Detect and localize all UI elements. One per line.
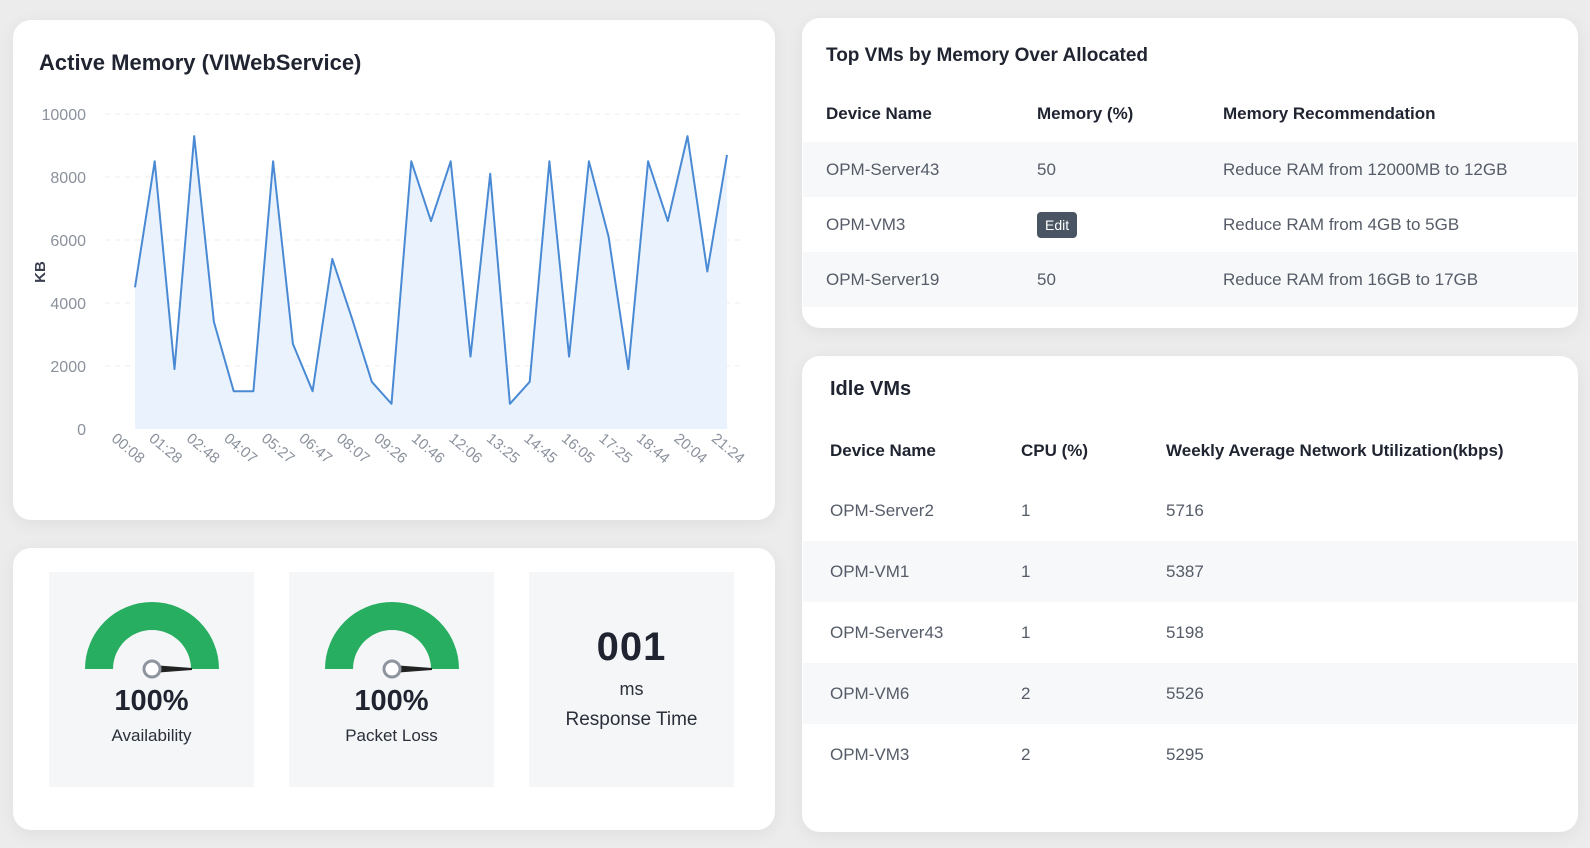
packet-loss-gauge — [325, 602, 459, 679]
idle-vms-card: Idle VMs Device Name CPU (%) Weekly Aver… — [802, 356, 1578, 832]
top-vms-memory-card: Top VMs by Memory Over Allocated Device … — [802, 18, 1578, 328]
device-name-cell: OPM-VM1 — [803, 541, 1021, 602]
column-header-device-name: Device Name — [826, 104, 932, 123]
network-cell: 5387 — [1166, 541, 1577, 602]
response-time-unit: ms — [619, 679, 644, 699]
availability-label: Availability — [111, 726, 192, 745]
column-header-memory: Memory (%) — [1037, 104, 1134, 123]
availability-gauge — [85, 602, 219, 679]
edit-button[interactable]: Edit — [1037, 211, 1078, 238]
device-name-cell: OPM-VM3 — [826, 214, 906, 234]
x-tick-label: 14:45 — [521, 430, 561, 467]
table-row: OPM-Server2 1 5716 — [803, 480, 1577, 541]
recommendation-cell: Reduce RAM from 4GB to 5GB — [1223, 214, 1460, 234]
x-tick-label: 18:44 — [633, 430, 673, 467]
response-time-value: 001 — [596, 625, 667, 669]
x-tick-label: 02:48 — [183, 430, 223, 467]
recommendation-cell: Reduce RAM from 16GB to 17GB — [1223, 252, 1577, 307]
y-tick-label: 0 — [77, 422, 86, 439]
y-tick-label: 10000 — [42, 107, 87, 124]
series-line — [134, 135, 728, 405]
x-tick-label: 12:06 — [446, 430, 486, 467]
x-tick-label: 13:25 — [483, 430, 523, 467]
x-tick-label: 09:26 — [371, 430, 411, 467]
idle-vms-title: Idle VMs — [830, 378, 912, 400]
cpu-cell: 1 — [1021, 500, 1031, 520]
device-name-cell: OPM-Server2 — [830, 500, 934, 520]
status-summary-card: 100% Availability 100% Packet Loss 001 m… — [13, 548, 775, 830]
table-row: OPM-VM6 2 5526 — [803, 663, 1577, 724]
active-memory-card: Active Memory (VIWebService) 0 2000 4000 60… — [13, 20, 775, 520]
column-header-cpu: CPU (%) — [1021, 441, 1089, 460]
x-tick-label: 16:05 — [558, 430, 598, 467]
table-row: OPM-Server43 1 5198 — [803, 602, 1577, 663]
device-name-cell: OPM-VM6 — [803, 663, 1021, 724]
response-time-tile: 001 ms Response Time — [529, 572, 734, 787]
x-tick-label: 05:27 — [258, 430, 298, 467]
network-cell: 5198 — [1166, 622, 1204, 642]
network-cell: 5295 — [1166, 744, 1204, 764]
column-header-recommendation: Memory Recommendation — [1223, 104, 1436, 123]
x-tick-label: 04:07 — [221, 430, 261, 467]
cpu-cell: 2 — [1021, 663, 1166, 724]
series-area — [135, 136, 727, 429]
network-cell: 5526 — [1166, 663, 1577, 724]
device-name-cell: OPM-Server43 — [803, 142, 1037, 197]
x-tick-label: 17:25 — [596, 430, 636, 467]
column-header-device-name: Device Name — [830, 441, 936, 460]
device-name-cell: OPM-Server43 — [830, 622, 944, 642]
recommendation-cell: Reduce RAM from 12000MB to 12GB — [1223, 142, 1577, 197]
cpu-cell: 2 — [1021, 744, 1031, 764]
x-tick-label: 06:47 — [296, 430, 336, 467]
table-row: OPM-VM1 1 5387 — [803, 541, 1577, 602]
idle-vms-table: Device Name CPU (%) Weekly Average Netwo… — [803, 422, 1577, 785]
table-header-row: Device Name Memory (%) Memory Recommenda… — [803, 86, 1577, 142]
y-tick-label: 6000 — [50, 233, 86, 250]
top-vms-title: Top VMs by Memory Over Allocated — [826, 45, 1149, 66]
x-tick-label: 20:04 — [671, 430, 711, 467]
x-tick-label: 10:46 — [408, 430, 448, 467]
device-name-cell: OPM-Server19 — [803, 252, 1037, 307]
memory-cell: Edit — [1037, 197, 1223, 252]
availability-value: 100% — [114, 685, 189, 717]
y-tick-label: 4000 — [50, 296, 86, 313]
table-row: OPM-VM3 2 5295 — [803, 724, 1577, 785]
column-header-network: Weekly Average Network Utilization(kbps) — [1166, 441, 1504, 460]
y-tick-label: 2000 — [50, 359, 86, 376]
x-tick-label: 01:28 — [146, 430, 186, 467]
x-tick-label: 00:08 — [108, 430, 148, 467]
active-memory-chart: 0 2000 4000 6000 8000 10000 00:0801:2802:4804… — [32, 107, 748, 467]
table-row: OPM-Server43 50 Reduce RAM from 12000MB … — [803, 142, 1577, 197]
packet-loss-tile: 100% Packet Loss — [289, 572, 494, 787]
top-vms-table: Device Name Memory (%) Memory Recommenda… — [803, 86, 1577, 307]
cpu-cell: 1 — [1021, 622, 1031, 642]
memory-cell: 50 — [1037, 252, 1223, 307]
network-cell: 5716 — [1166, 500, 1204, 520]
chart-title: Active Memory (VIWebService) — [39, 50, 362, 75]
y-tick-label: 8000 — [50, 170, 86, 187]
x-tick-label: 21:24 — [708, 430, 748, 467]
x-tick-label: 08:07 — [333, 430, 373, 467]
packet-loss-value: 100% — [354, 685, 429, 717]
table-row: OPM-Server19 50 Reduce RAM from 16GB to … — [803, 252, 1577, 307]
response-time-label: Response Time — [565, 709, 698, 730]
table-header-row: Device Name CPU (%) Weekly Average Netwo… — [803, 422, 1577, 480]
table-row: OPM-VM3 Edit Reduce RAM from 4GB to 5GB — [803, 197, 1577, 252]
cpu-cell: 1 — [1021, 541, 1166, 602]
packet-loss-label: Packet Loss — [345, 726, 438, 745]
y-axis-label: KB — [32, 261, 49, 283]
device-name-cell: OPM-VM3 — [830, 744, 910, 764]
availability-tile: 100% Availability — [49, 572, 254, 787]
memory-cell: 50 — [1037, 142, 1223, 197]
